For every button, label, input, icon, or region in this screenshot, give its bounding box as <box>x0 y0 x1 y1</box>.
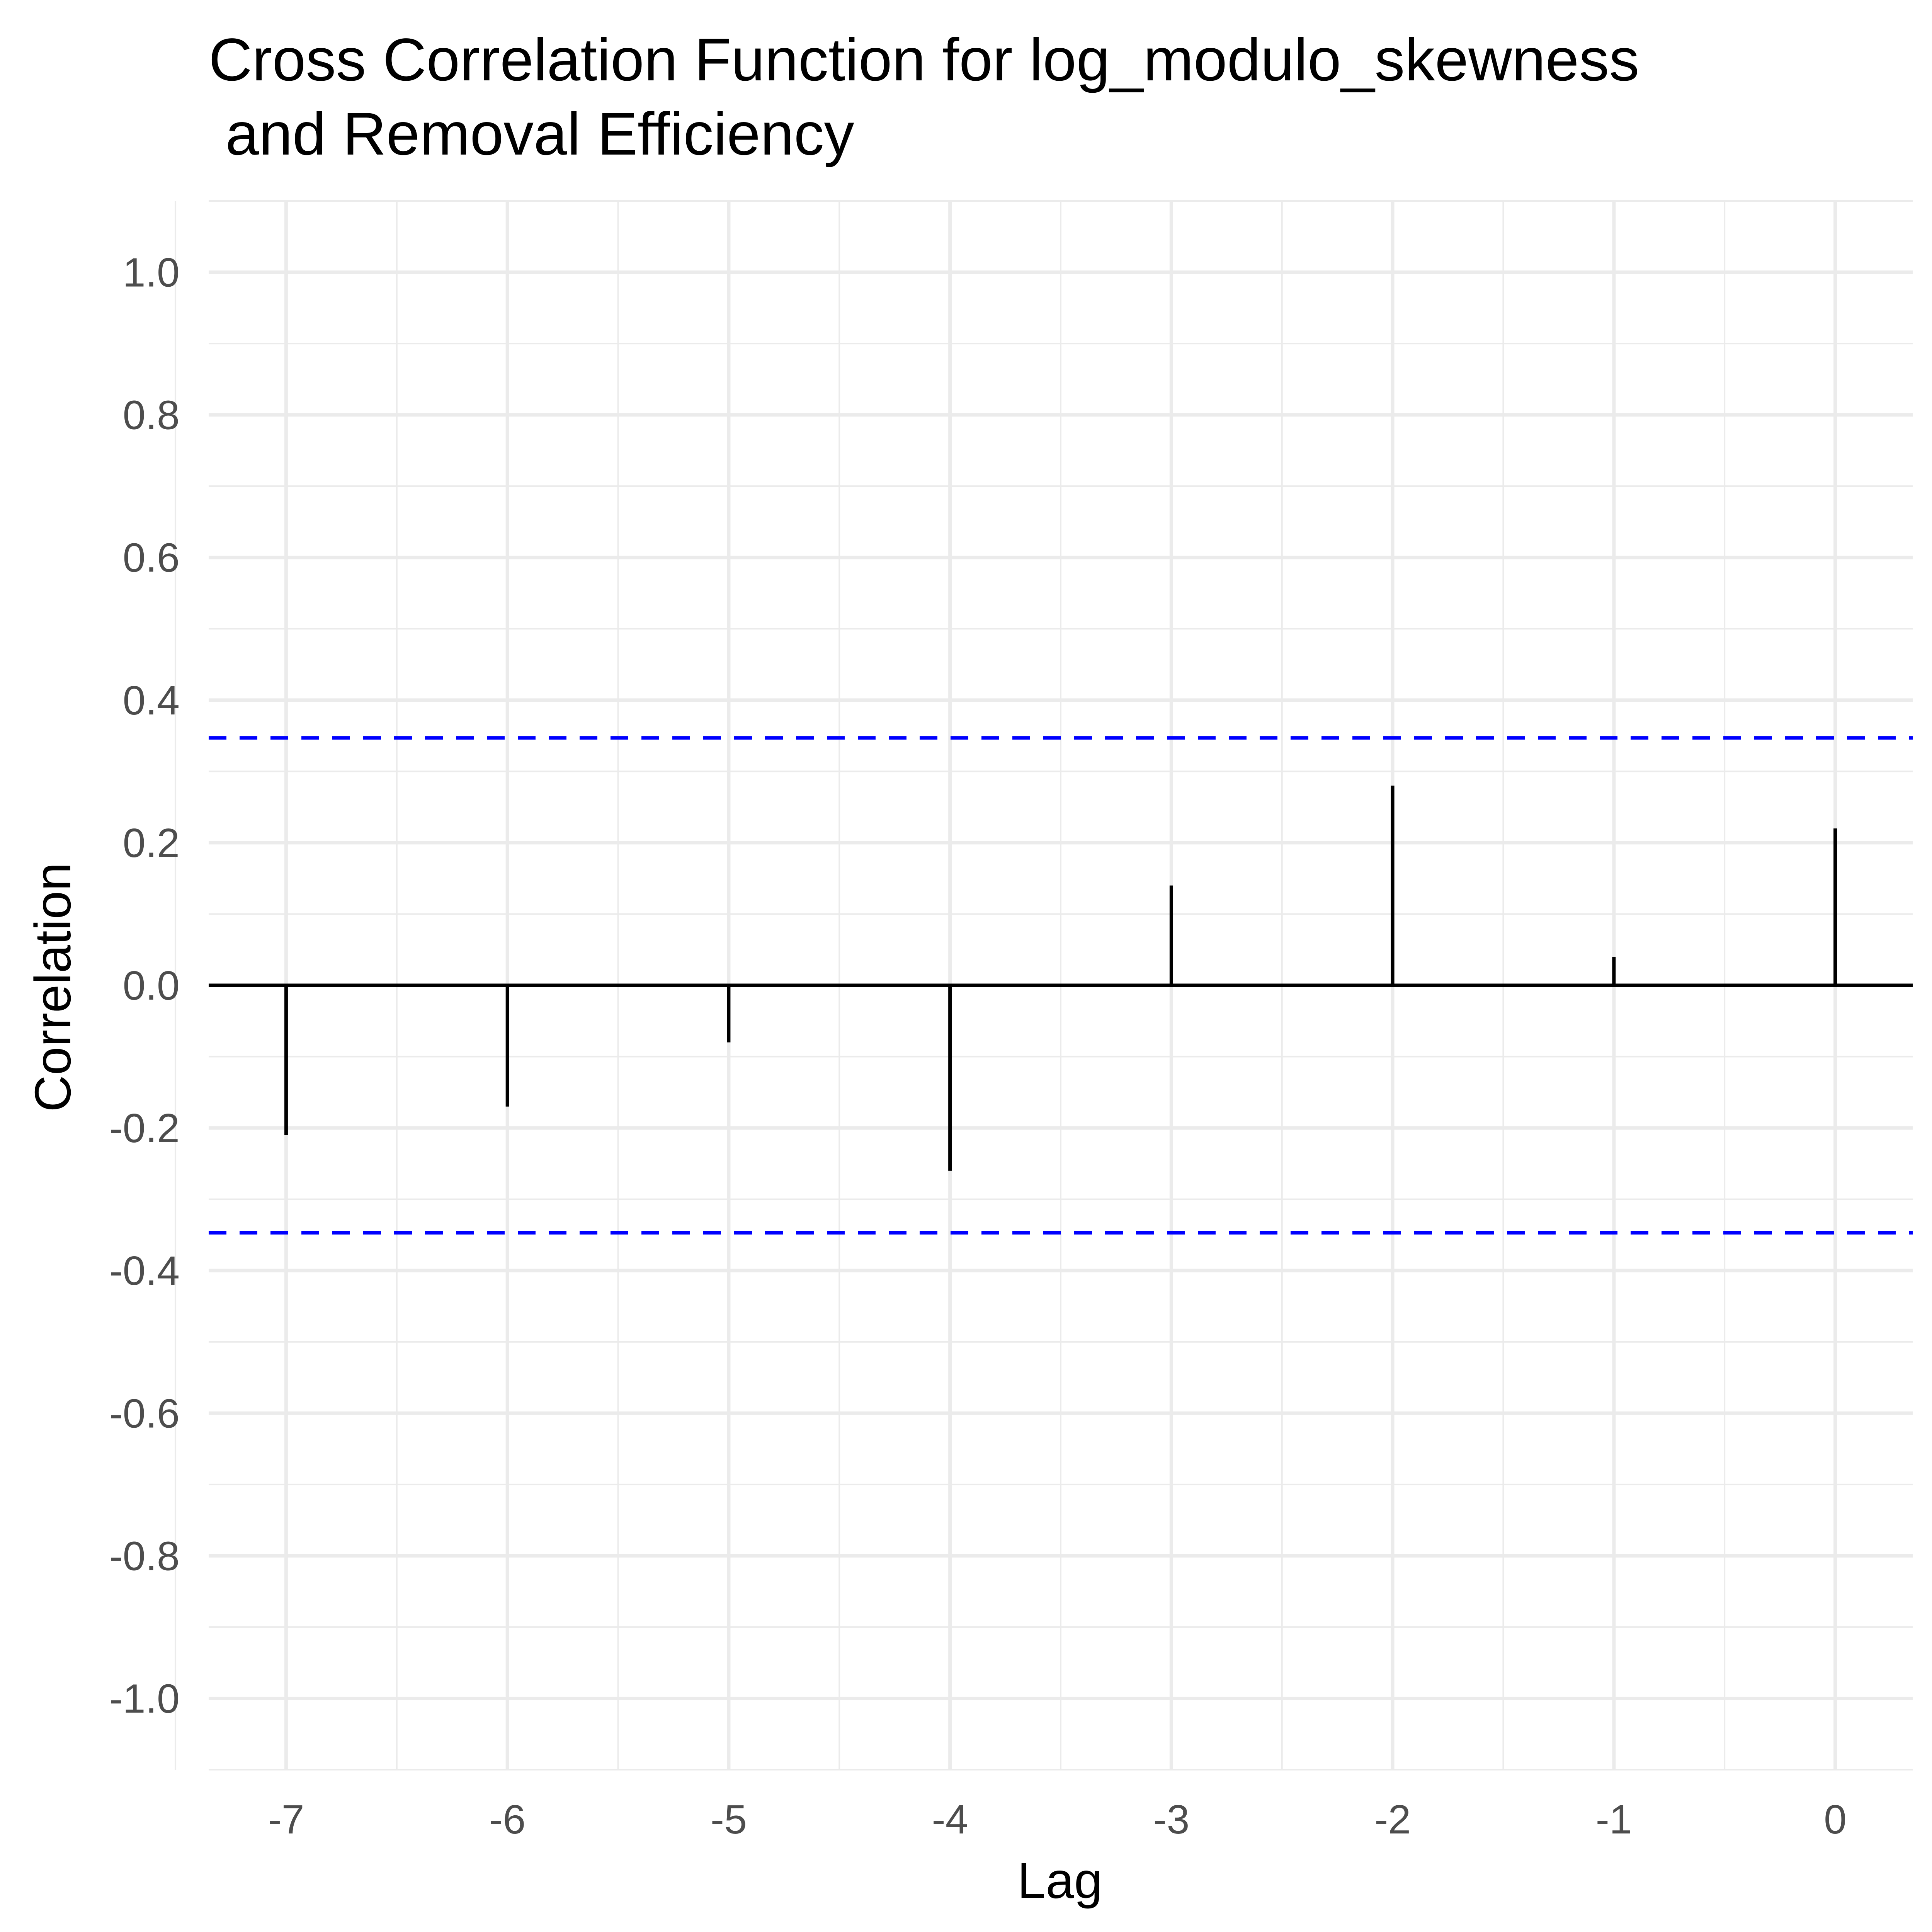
x-tick-label: -2 <box>1374 1797 1411 1842</box>
chart-title-line-1: Cross Correlation Function for log_modul… <box>209 26 1639 94</box>
chart-title-line-2: and Removal Efficiency <box>209 100 854 168</box>
y-tick-labels: 1.0 0.8 0.6 0.4 0.2 0.0 -0.2 -0.4 -0.6 -0.8 -1.0 <box>109 250 180 1722</box>
y-axis-title: Correlation <box>24 862 81 1112</box>
y-tick-label: -0.6 <box>109 1391 180 1436</box>
y-tick-label: 1.0 <box>123 250 180 296</box>
y-tick-label: 0.6 <box>123 535 180 581</box>
x-tick-labels: -7 -6 -5 -4 -3 -2 -1 0 <box>268 1797 1847 1842</box>
x-tick-label: -7 <box>268 1797 304 1842</box>
y-tick-label: 0.8 <box>123 393 180 438</box>
y-tick-label: 0.4 <box>123 678 180 723</box>
y-tick-label: -0.2 <box>109 1105 180 1151</box>
x-tick-label: -5 <box>711 1797 747 1842</box>
x-tick-label: -3 <box>1153 1797 1189 1842</box>
y-tick-label: -0.4 <box>109 1248 180 1294</box>
y-tick-label: 0.2 <box>123 820 180 866</box>
confidence-bounds <box>209 736 1913 1235</box>
y-tick-label: -0.8 <box>109 1533 180 1579</box>
y-tick-label: -1.0 <box>109 1676 180 1721</box>
grid-major <box>209 201 1913 1770</box>
x-tick-label: 0 <box>1824 1797 1847 1842</box>
x-tick-label: -1 <box>1596 1797 1632 1842</box>
x-axis-title: Lag <box>1017 1852 1102 1909</box>
y-tick-label: 0.0 <box>123 963 180 1009</box>
x-tick-label: -4 <box>932 1797 968 1842</box>
bars <box>284 786 1837 1171</box>
x-tick-label: -6 <box>489 1797 526 1842</box>
